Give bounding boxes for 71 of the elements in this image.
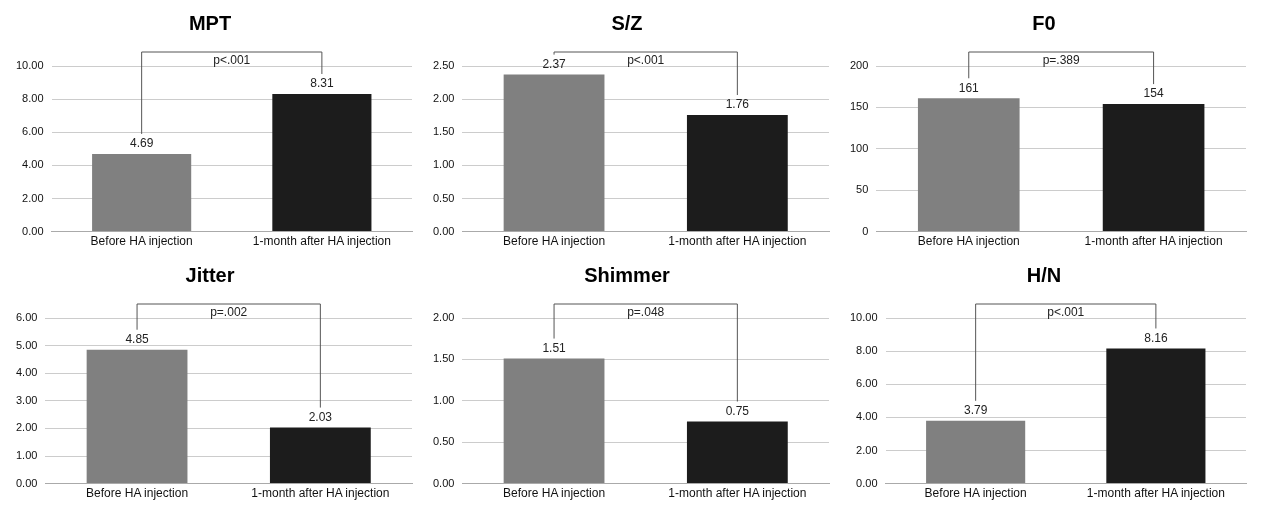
x-tick-label: 1-month after HA injection [251, 486, 390, 501]
y-tick-label: 1.00 [15, 449, 38, 462]
y-tick-label: 6.00 [22, 125, 44, 138]
chart-title: MPT [188, 11, 232, 34]
y-tick-label: 8.00 [22, 92, 44, 105]
y-tick-label: 8.00 [856, 344, 878, 357]
y-tick-label: 0.00 [15, 476, 38, 489]
x-tick-label: Before HA injection [90, 234, 193, 249]
y-tick-label: 50 [856, 183, 869, 196]
y-tick-label: 0.00 [432, 224, 455, 237]
y-tick-label: 100 [849, 141, 869, 154]
y-tick-label: 1.50 [432, 125, 455, 138]
annotation: p=.389 [1042, 53, 1081, 68]
x-tick-label: 1-month after HA injection [252, 234, 391, 249]
y-tick-label: 0.00 [856, 476, 878, 489]
x-tick-label: Before HA injection [917, 234, 1020, 249]
chart-title: Jitter [185, 263, 235, 286]
data-label: 4.85 [125, 332, 150, 347]
y-tick-label: 1.00 [432, 158, 455, 171]
x-tick-label: Before HA injection [503, 234, 606, 249]
y-tick-label: 4.00 [856, 410, 878, 423]
annotation: p=.002 [210, 305, 248, 320]
annotation: p<.001 [213, 53, 251, 68]
y-tick-label: 1.50 [432, 352, 455, 365]
y-tick-label: 5.00 [15, 338, 38, 351]
annotation: p=.048 [627, 305, 665, 320]
data-label: 3.79 [963, 403, 988, 418]
x-tick-label: 1-month after HA injection [1086, 486, 1225, 501]
y-tick-label: 2.00 [22, 191, 44, 204]
x-tick-label: 1-month after HA injection [1084, 234, 1223, 249]
x-tick-label: 1-month after HA injection [668, 486, 807, 501]
x-tick-label: 1-month after HA injection [668, 234, 807, 249]
data-label: 8.31 [310, 76, 334, 91]
data-label: 8.16 [1144, 330, 1168, 345]
y-tick-label: 4.00 [15, 366, 38, 379]
x-tick-label: Before HA injection [86, 486, 189, 501]
y-tick-label: 10.00 [16, 59, 44, 72]
y-tick-label: 0 [862, 224, 869, 237]
x-tick-label: Before HA injection [924, 486, 1027, 501]
data-label: 2.03 [308, 409, 333, 424]
y-tick-label: 2.00 [15, 421, 38, 434]
data-label: 4.69 [129, 136, 154, 151]
data-label: 2.37 [542, 56, 567, 71]
y-tick-label: 2.50 [432, 59, 455, 72]
y-tick-label: 3.00 [15, 393, 38, 406]
chart-title: S/Z [611, 11, 643, 34]
y-tick-label: 0.50 [432, 191, 455, 204]
annotation: p<.001 [1047, 305, 1085, 320]
y-tick-label: 4.00 [22, 158, 44, 171]
y-tick-label: 10.00 [850, 311, 878, 324]
y-tick-label: 6.00 [15, 311, 38, 324]
chart-title: F0 [1032, 11, 1056, 34]
data-label: 0.75 [725, 403, 750, 418]
y-tick-label: 1.00 [432, 393, 455, 406]
chart-title: H/N [1026, 263, 1062, 286]
chart-title: Shimmer [584, 263, 671, 286]
y-tick-label: 0.00 [22, 224, 44, 237]
y-tick-label: 6.00 [856, 377, 878, 390]
y-tick-label: 200 [849, 59, 869, 72]
x-tick-label: Before HA injection [503, 486, 606, 501]
data-label: 1.76 [725, 97, 750, 112]
y-tick-label: 150 [849, 100, 869, 113]
y-tick-label: 0.50 [432, 435, 455, 448]
y-tick-label: 2.00 [432, 92, 455, 105]
annotation: p<.001 [627, 53, 665, 68]
data-label: 154 [1143, 86, 1164, 101]
y-tick-label: 0.00 [432, 476, 455, 489]
data-label: 161 [958, 80, 980, 95]
y-tick-label: 2.00 [432, 311, 455, 324]
data-label: 1.51 [542, 340, 567, 355]
y-tick-label: 2.00 [856, 443, 878, 456]
